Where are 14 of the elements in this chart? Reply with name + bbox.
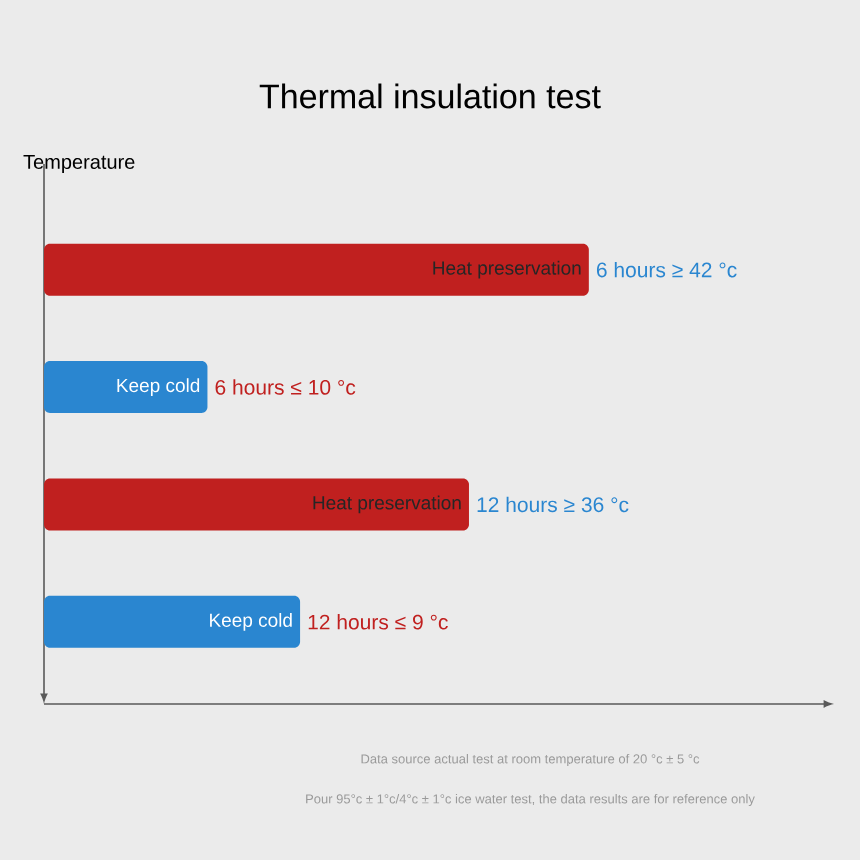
chart-title: Thermal insulation test (259, 83, 601, 109)
bar (44, 595, 301, 648)
bar (44, 243, 589, 296)
annotation: 6 hours ≥ 42 °c (596, 261, 737, 278)
y-tick-label: Heat preservation (313, 495, 461, 514)
y-tick-label: Heat preservation (433, 260, 581, 279)
bar (44, 478, 469, 531)
y-axis-title: Temperature (23, 155, 135, 173)
annotation: 12 hours ≥ 36 °c (477, 496, 629, 513)
y-tick-label: Keep cold (117, 378, 200, 396)
y-tick-label: Keep cold (210, 612, 292, 631)
annotation: 6 hours ≤ 10 °c (215, 379, 356, 395)
bar (44, 361, 208, 414)
annotation: 12 hours ≤ 9 °c (308, 614, 448, 630)
